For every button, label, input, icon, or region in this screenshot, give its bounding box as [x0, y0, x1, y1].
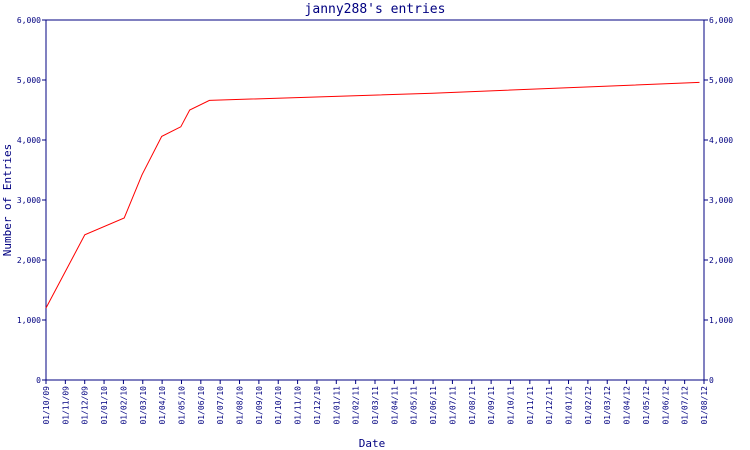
- x-tick-label: 01/03/11: [371, 386, 380, 425]
- y-tick-label-left: 3,000: [17, 196, 41, 205]
- y-tick-label-left: 4,000: [17, 136, 41, 145]
- x-tick-label: 01/06/12: [661, 386, 670, 425]
- x-tick-label: 01/06/11: [429, 386, 438, 425]
- x-tick-label: 01/04/12: [623, 386, 632, 425]
- x-axis-label: Date: [359, 437, 386, 450]
- y-axis-left: 0 1,000 2,000 3,000 4,000 5,000 6,000: [17, 16, 46, 385]
- y-tick-label-right: 5,000: [709, 76, 733, 85]
- x-tick-label: 01/11/10: [294, 386, 303, 425]
- x-tick-label: 01/10/10: [274, 386, 283, 425]
- x-tick-label: 01/05/11: [410, 386, 419, 425]
- y-tick-label-right: 6,000: [709, 16, 733, 25]
- x-tick-label: 01/11/09: [61, 386, 70, 425]
- plot-frame: [45, 19, 705, 381]
- x-tick-label: 01/08/11: [468, 386, 477, 425]
- x-tick-label: 01/02/10: [119, 386, 128, 425]
- x-tick-label: 01/09/10: [255, 386, 264, 425]
- x-tick-label: 01/10/09: [42, 386, 51, 425]
- x-tick-label: 01/01/12: [565, 386, 574, 425]
- x-tick-label: 01/02/11: [352, 386, 361, 425]
- y-tick-label-right: 3,000: [709, 196, 733, 205]
- y-tick-label-right: 0: [709, 376, 714, 385]
- x-tick-label: 01/06/10: [197, 386, 206, 425]
- x-tick-label: 01/01/10: [100, 386, 109, 425]
- x-tick-label: 01/03/10: [139, 386, 148, 425]
- x-tick-label: 01/12/10: [313, 386, 322, 425]
- series-layer: [45, 81, 700, 309]
- x-tick-label: 01/09/11: [487, 386, 496, 425]
- chart-title: janny288's entries: [305, 2, 446, 17]
- x-tick-label: 01/03/12: [603, 386, 612, 425]
- x-tick-label: 01/07/11: [448, 386, 457, 425]
- x-tick-label: 01/01/11: [332, 386, 341, 425]
- series-line: [45, 81, 700, 309]
- y-axis-right: 0 1,000 2,000 3,000 4,000 5,000 6,000: [704, 16, 733, 385]
- plot-border: [45, 19, 705, 381]
- x-tick-label: 01/04/11: [390, 386, 399, 425]
- x-tick-label: 01/04/10: [158, 386, 167, 425]
- x-tick-label: 01/12/09: [81, 386, 90, 425]
- x-tick-label: 01/05/12: [642, 386, 651, 425]
- x-tick-label: 01/08/12: [700, 386, 709, 425]
- x-tick-label: 01/11/11: [526, 386, 535, 425]
- y-tick-label-left: 1,000: [17, 316, 41, 325]
- x-tick-label: 01/08/10: [236, 386, 245, 425]
- x-tick-label: 01/07/12: [681, 386, 690, 425]
- y-tick-label-left: 0: [36, 376, 41, 385]
- y-tick-label-left: 2,000: [17, 256, 41, 265]
- y-tick-label-right: 2,000: [709, 256, 733, 265]
- y-tick-label-left: 6,000: [17, 16, 41, 25]
- x-tick-label: 01/07/10: [216, 386, 225, 425]
- x-tick-label: 01/12/11: [545, 386, 554, 425]
- x-axis: 01/10/09 01/11/09 01/12/09 01/01/10 01/02/10…: [42, 380, 709, 425]
- x-tick-label: 01/05/10: [177, 386, 186, 425]
- y-axis-label: Number of Entries: [1, 144, 14, 257]
- y-tick-label-left: 5,000: [17, 76, 41, 85]
- y-tick-label-right: 1,000: [709, 316, 733, 325]
- x-tick-label: 01/10/11: [506, 386, 515, 425]
- y-tick-label-right: 4,000: [709, 136, 733, 145]
- x-tick-label: 01/02/12: [584, 386, 593, 425]
